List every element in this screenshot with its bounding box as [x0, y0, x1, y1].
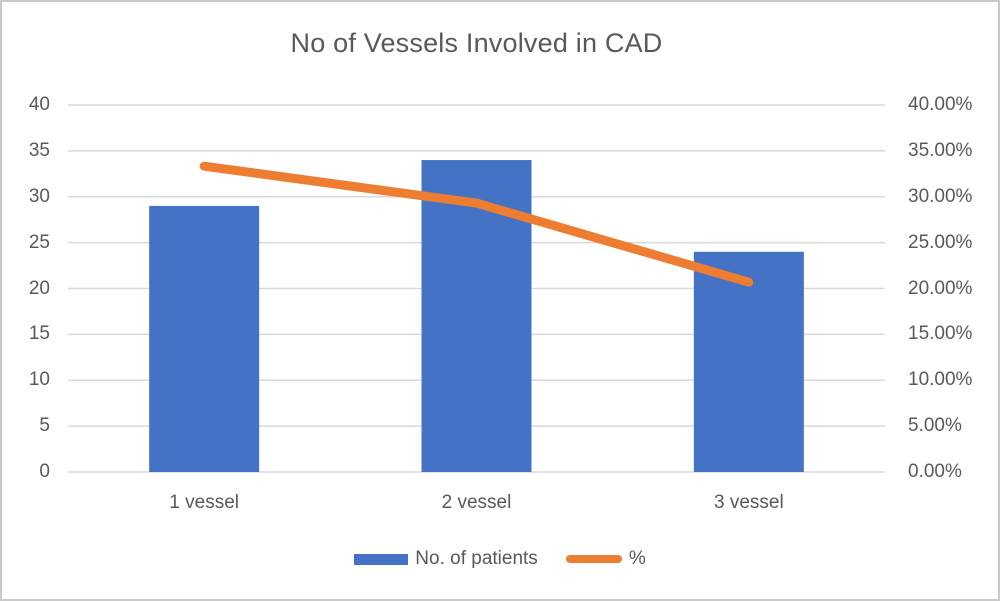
y-axis-tick-right: 20.00%	[908, 277, 973, 299]
y-axis-tick-right: 5.00%	[908, 415, 962, 437]
x-axis-category: 3 vessel	[713, 492, 784, 513]
legend: No. of patients %	[2, 548, 998, 570]
legend-item-percent: %	[565, 548, 646, 570]
y-axis-tick-left: 0	[39, 461, 50, 482]
y-axis-tick-right: 25.00%	[908, 231, 973, 253]
y-axis-tick-right: 35.00%	[908, 139, 973, 161]
y-axis-tick-right: 40.00%	[908, 94, 973, 115]
y-axis-tick-right: 0.00%	[908, 461, 962, 482]
x-axis-category: 2 vessel	[441, 492, 512, 513]
y-axis-tick-left: 30	[28, 185, 50, 207]
y-axis-tick-left: 20	[28, 277, 50, 299]
y-axis-tick-left: 10	[28, 369, 50, 391]
y-axis-tick-left: 25	[28, 231, 50, 253]
legend-item-patients: No. of patients	[354, 548, 538, 570]
y-axis-tick-right: 15.00%	[908, 323, 973, 345]
y-axis-tick-right: 30.00%	[908, 185, 973, 207]
legend-line-swatch	[565, 555, 622, 563]
legend-label-percent: %	[628, 548, 646, 569]
x-axis-category: 1 vessel	[169, 492, 239, 513]
bar-3-vessel	[693, 251, 804, 472]
percent-line	[199, 161, 754, 287]
bar-1-vessel	[149, 205, 260, 473]
y-axis-tick-left: 5	[39, 415, 50, 437]
legend-label-patients: No. of patients	[415, 548, 538, 569]
chart-title: No of Vessels Involved in CAD	[290, 28, 663, 58]
y-axis-tick-right: 10.00%	[908, 369, 973, 391]
y-axis-tick-left: 40	[28, 94, 50, 115]
y-axis-tick-left: 15	[28, 323, 50, 345]
y-axis-tick-left: 35	[28, 139, 50, 161]
legend-bar-swatch	[354, 553, 409, 565]
